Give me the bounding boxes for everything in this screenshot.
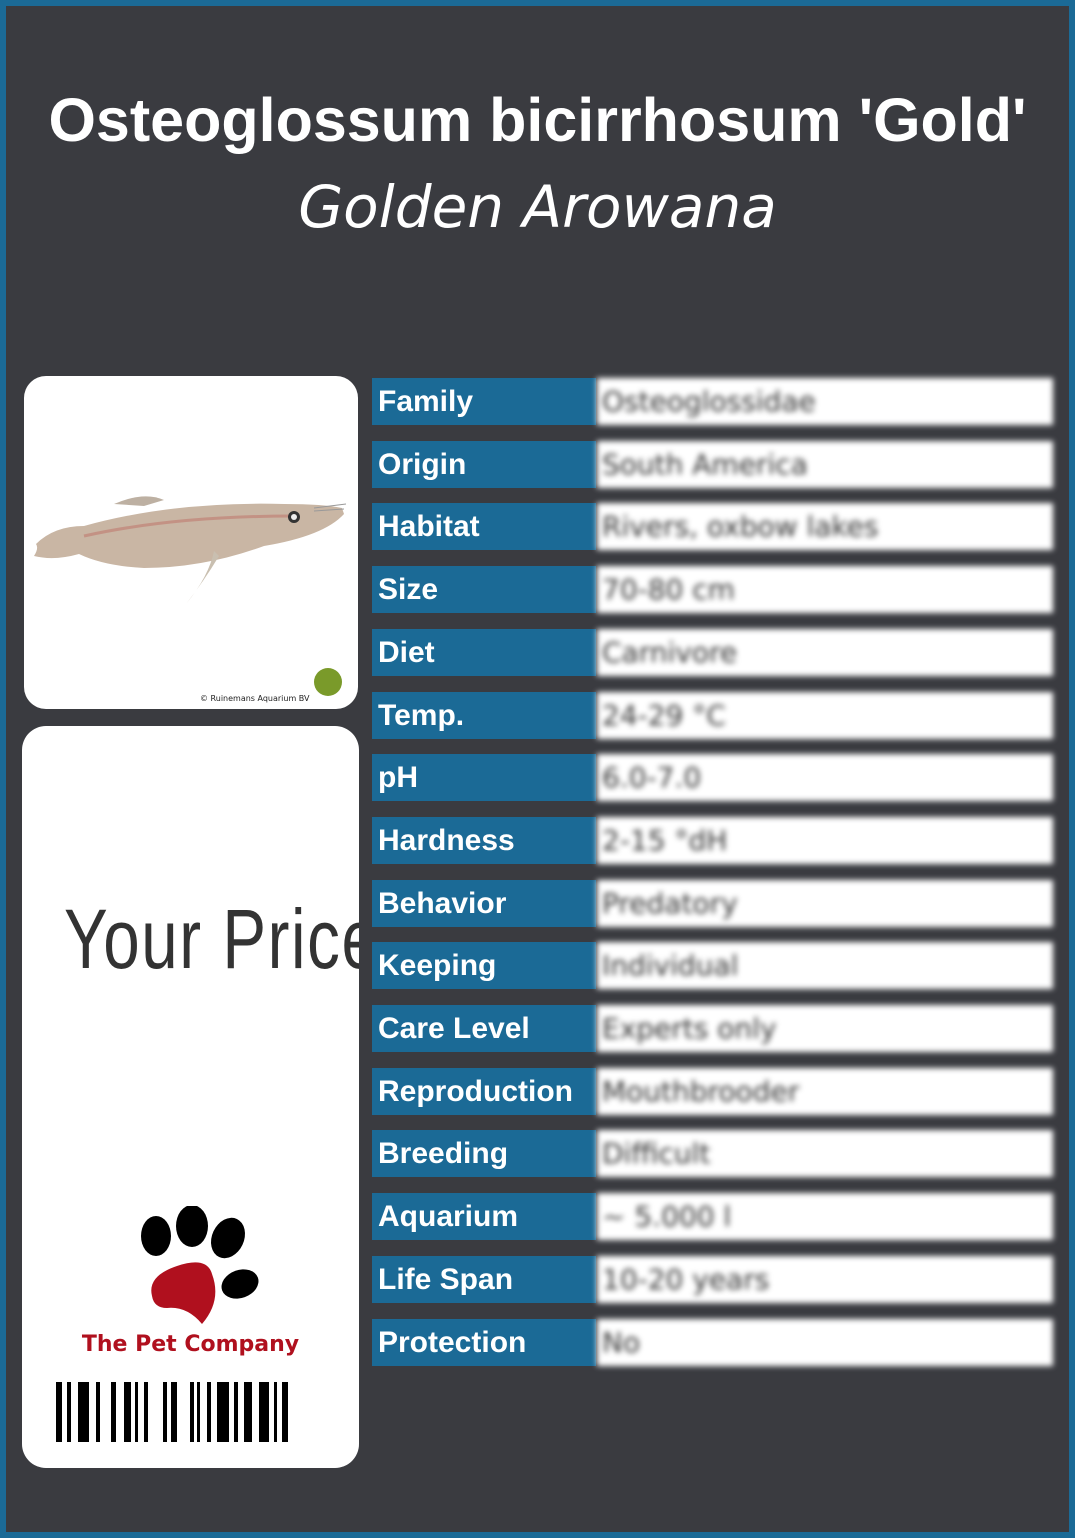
spec-row: Reproduction Mouthbrooder bbox=[372, 1067, 1053, 1115]
spec-label: Breeding bbox=[378, 1137, 509, 1171]
spec-label: Hardness bbox=[378, 823, 515, 857]
spec-row: Hardness 2-15 °dH bbox=[372, 816, 1053, 864]
spec-label-cell: pH bbox=[372, 754, 596, 802]
spec-value: Carnivore bbox=[597, 628, 1053, 676]
spec-row: Aquarium ~ 5.000 l bbox=[372, 1193, 1053, 1241]
spec-label: Keeping bbox=[378, 949, 497, 983]
spec-row: Temp. 24-29 °C bbox=[372, 691, 1053, 739]
brand-name: The Pet Company bbox=[81, 1332, 300, 1357]
spec-row: pH 6.0-7.0 bbox=[372, 754, 1053, 802]
spec-label-cell: Reproduction bbox=[372, 1067, 596, 1115]
spec-label: Care Level bbox=[378, 1012, 530, 1045]
spec-row: Life Span 10-20 years bbox=[372, 1255, 1053, 1303]
spec-value: Rivers, oxbow lakes bbox=[597, 503, 1053, 551]
spec-label: Aquarium bbox=[378, 1200, 519, 1234]
price-card: Your Price The Pet Company bbox=[22, 726, 359, 1468]
spec-label-cell: Habitat bbox=[372, 503, 596, 551]
spec-row: Protection No bbox=[372, 1318, 1053, 1366]
price-label: Your Price bbox=[64, 892, 359, 986]
spec-row: Family Osteoglossidae bbox=[372, 378, 1053, 425]
paw-logo-icon bbox=[141, 1206, 259, 1324]
spec-label: pH bbox=[378, 761, 418, 795]
spec-value: 10-20 years bbox=[597, 1255, 1053, 1303]
fish-photo-card: © Ruinemans Aquarium BV bbox=[24, 376, 358, 709]
spec-label-cell: Behavior bbox=[372, 879, 596, 927]
spec-row: Origin South America bbox=[372, 440, 1053, 488]
spec-label-cell: Size bbox=[372, 566, 596, 614]
barcode bbox=[56, 1382, 288, 1442]
spec-value: Experts only bbox=[597, 1005, 1053, 1052]
spec-label: Habitat bbox=[378, 510, 480, 544]
spec-label-cell: Family bbox=[372, 378, 596, 425]
spec-label: Size bbox=[378, 573, 439, 607]
spec-label: Family bbox=[378, 385, 474, 418]
title-area: Osteoglossum bicirrhosum 'Gold' bbox=[10, 82, 1065, 158]
photo-credit: © Ruinemans Aquarium BV bbox=[200, 694, 310, 703]
spec-value: 70-80 cm bbox=[597, 566, 1053, 614]
spec-label-cell: Keeping bbox=[372, 942, 596, 990]
spec-label-cell: Protection bbox=[372, 1318, 596, 1366]
spec-label-cell: Origin bbox=[372, 440, 596, 488]
spec-value: 6.0-7.0 bbox=[597, 754, 1053, 802]
fish-image bbox=[34, 496, 347, 604]
spec-value: No bbox=[597, 1318, 1053, 1366]
spec-value: Individual bbox=[597, 942, 1053, 990]
spec-label-cell: Life Span bbox=[372, 1255, 596, 1303]
spec-label-cell: Breeding bbox=[372, 1130, 596, 1178]
spec-label-cell: Care Level bbox=[372, 1005, 596, 1052]
scientific-name: Osteoglossum bicirrhosum 'Gold' bbox=[48, 86, 1027, 154]
spec-row: Diet Carnivore bbox=[372, 628, 1053, 676]
common-name: Golden Arowana bbox=[298, 173, 777, 241]
spec-label-cell: Hardness bbox=[372, 816, 596, 864]
spec-label: Reproduction bbox=[378, 1074, 573, 1108]
spec-label: Origin bbox=[378, 447, 467, 481]
spec-label-cell: Temp. bbox=[372, 691, 596, 739]
spec-value: Mouthbrooder bbox=[597, 1067, 1053, 1115]
spec-label: Life Span bbox=[378, 1262, 514, 1296]
spec-row: Care Level Experts only bbox=[372, 1005, 1053, 1052]
spec-label-cell: Diet bbox=[372, 628, 596, 676]
spec-label: Temp. bbox=[378, 698, 465, 732]
spec-row: Size 70-80 cm bbox=[372, 566, 1053, 614]
spec-value: Osteoglossidae bbox=[597, 378, 1053, 425]
spec-row: Keeping Individual bbox=[372, 942, 1053, 990]
spec-value: South America bbox=[597, 440, 1053, 488]
spec-value: Difficult bbox=[597, 1130, 1053, 1178]
spec-value: 24-29 °C bbox=[597, 691, 1053, 739]
spec-row: Breeding Difficult bbox=[372, 1130, 1053, 1178]
spec-value: 2-15 °dH bbox=[597, 816, 1053, 864]
spec-value: ~ 5.000 l bbox=[597, 1193, 1053, 1241]
spec-row: Habitat Rivers, oxbow lakes bbox=[372, 503, 1053, 551]
spec-value: Predatory bbox=[597, 879, 1053, 927]
spec-label: Behavior bbox=[378, 886, 507, 920]
spec-row: Behavior Predatory bbox=[372, 879, 1053, 927]
spec-label: Diet bbox=[378, 635, 435, 669]
ruinemans-logo bbox=[314, 668, 342, 696]
spec-label: Protection bbox=[378, 1325, 527, 1359]
spec-label-cell: Aquarium bbox=[372, 1193, 596, 1241]
